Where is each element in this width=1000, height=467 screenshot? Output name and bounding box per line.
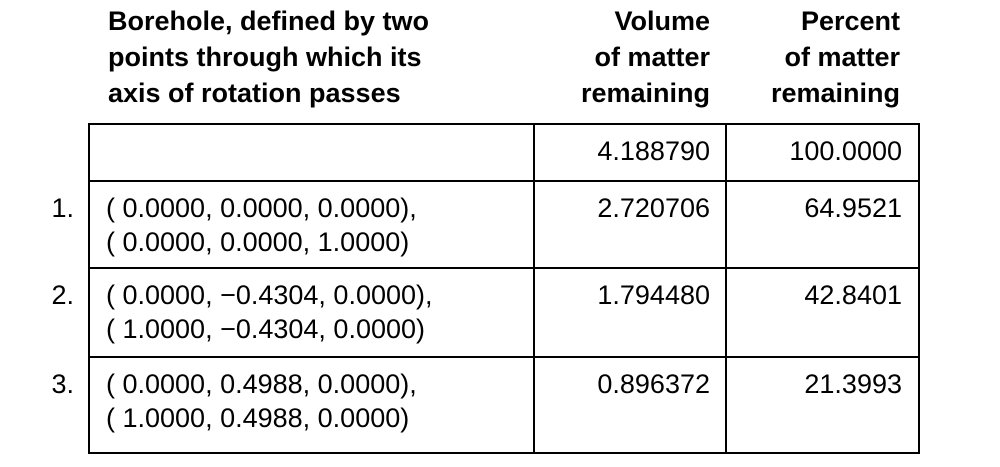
volume: 4.188790 bbox=[597, 136, 710, 166]
header-text: axis of rotation passes bbox=[108, 78, 401, 108]
border bbox=[88, 267, 920, 269]
header-text: remaining bbox=[770, 78, 900, 108]
border bbox=[88, 123, 90, 454]
percent: 100.0000 bbox=[789, 136, 902, 166]
border bbox=[88, 180, 920, 182]
border bbox=[88, 452, 920, 454]
percent: 42.8401 bbox=[804, 280, 902, 310]
border bbox=[918, 123, 920, 454]
borehole-line: ( 0.0000, −0.4304, 0.0000), bbox=[106, 280, 433, 310]
header-text: remaining bbox=[580, 78, 710, 108]
header-text: of matter bbox=[784, 42, 900, 72]
borehole-line: ( 0.0000, 0.4988, 0.0000), bbox=[106, 369, 417, 399]
borehole-line: ( 1.0000, 0.4988, 0.0000) bbox=[106, 403, 410, 433]
row-number: 2. bbox=[51, 280, 74, 310]
header-text: of matter bbox=[594, 42, 710, 72]
border bbox=[88, 356, 920, 358]
row-number: 3. bbox=[51, 369, 74, 399]
borehole-line: ( 1.0000, −0.4304, 0.0000) bbox=[106, 314, 426, 344]
volume: 1.794480 bbox=[597, 280, 710, 310]
border bbox=[533, 123, 535, 454]
header-text: points through which its bbox=[108, 42, 422, 72]
borehole-line: ( 0.0000, 0.0000, 1.0000) bbox=[106, 227, 410, 257]
volume: 0.896372 bbox=[597, 369, 710, 399]
percent: 21.3993 bbox=[804, 369, 902, 399]
border bbox=[88, 123, 920, 125]
header-text: Percent bbox=[800, 6, 900, 36]
percent: 64.9521 bbox=[804, 193, 902, 223]
header-text: Borehole, defined by two bbox=[108, 6, 430, 36]
borehole-line: ( 0.0000, 0.0000, 0.0000), bbox=[106, 193, 417, 223]
row-number: 1. bbox=[51, 193, 74, 223]
border bbox=[725, 123, 727, 454]
header-text: Volume bbox=[614, 6, 710, 36]
volume: 2.720706 bbox=[597, 193, 710, 223]
